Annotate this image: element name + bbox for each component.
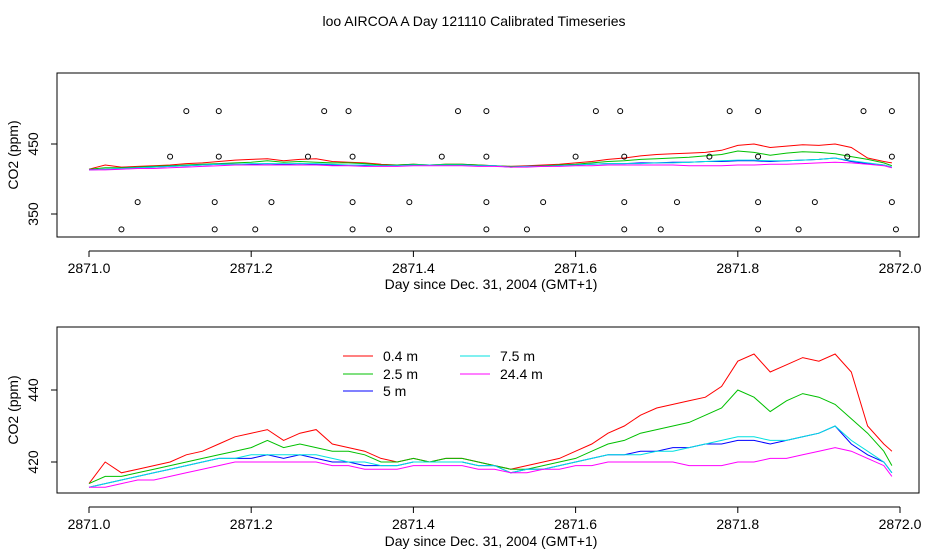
outlier-point [888, 199, 895, 206]
outlier-point [860, 108, 867, 115]
outlier-point [523, 226, 530, 233]
lower-series-0-4-m [88, 353, 893, 484]
outlier-point [268, 199, 275, 206]
outlier-point [483, 226, 490, 233]
outlier-point [755, 226, 762, 233]
lower-series-lines [88, 353, 893, 488]
outlier-point [755, 199, 762, 206]
x-tick-label: 2871.4 [392, 516, 435, 532]
outlier-point [540, 199, 547, 206]
x-tick-label: 2871.8 [716, 260, 759, 276]
legend-label: 0.4 m [383, 348, 418, 364]
outlier-point [406, 199, 413, 206]
upper-y-axis-label: CO2 (ppm) [5, 120, 21, 189]
upper-panel: 2871.0 2871.2 2871.4 2871.6 2871.8 2872.0 350… [5, 72, 922, 292]
outlier-point [888, 108, 895, 115]
outlier-point [483, 108, 490, 115]
outlier-point [795, 226, 802, 233]
legend-label: 7.5 m [500, 348, 535, 364]
outlier-point [888, 153, 895, 160]
outlier-point [617, 108, 624, 115]
x-tick-label: 2871.6 [554, 260, 597, 276]
outlier-point [349, 199, 356, 206]
outlier-point [621, 153, 628, 160]
outlier-point [304, 153, 311, 160]
outlier-point [345, 108, 352, 115]
legend: 0.4 m 2.5 m5 m 7.5 m 24.4 m [343, 348, 543, 399]
lower-x-axis: 2871.0 2871.2 2871.4 2871.6 2871.8 2872.0 [68, 506, 922, 532]
outlier-point [811, 199, 818, 206]
outlier-point [892, 226, 899, 233]
outlier-point [215, 153, 222, 160]
lower-series-7-5-m [88, 425, 893, 488]
outlier-point [386, 226, 393, 233]
outlier-point [755, 108, 762, 115]
x-tick-label: 2872.0 [879, 260, 922, 276]
legend-label: 24.4 m [500, 366, 543, 382]
lower-y-axis: 420 440 [25, 378, 58, 474]
x-tick-label: 2871.2 [230, 260, 273, 276]
legend-label: 5 m [383, 383, 406, 399]
x-tick-label: 2871.6 [554, 516, 597, 532]
lower-panel: 2871.0 2871.2 2871.4 2871.6 2871.8 2872.0 420… [5, 326, 922, 549]
y-tick-label: 350 [25, 202, 41, 226]
figure-title: loo AIRCOA A Day 121110 Calibrated Times… [323, 13, 626, 29]
lower-y-axis-label: CO2 (ppm) [5, 375, 21, 444]
upper-series-lines [88, 143, 893, 171]
outlier-point [706, 153, 713, 160]
outlier-point [215, 108, 222, 115]
outlier-point [321, 108, 328, 115]
outlier-point [755, 153, 762, 160]
x-tick-label: 2871.0 [68, 260, 111, 276]
outlier-point [483, 199, 490, 206]
lower-plot-frame [56, 326, 920, 494]
upper-series-24-4-m [89, 161, 893, 171]
upper-series-7-5-m [88, 157, 893, 171]
outlier-point [167, 153, 174, 160]
upper-y-axis: 350 450 [25, 132, 58, 226]
x-tick-label: 2871.4 [392, 260, 435, 276]
upper-x-axis-label: Day since Dec. 31, 2004 (GMT+1) [385, 276, 598, 292]
outlier-point [592, 108, 599, 115]
outlier-point [657, 226, 664, 233]
outlier-point [455, 108, 462, 115]
outlier-point [438, 153, 445, 160]
y-tick-label: 440 [25, 378, 41, 402]
x-tick-label: 2872.0 [879, 516, 922, 532]
legend-label: 2.5 m [383, 366, 418, 382]
outlier-point [134, 199, 141, 206]
y-tick-label: 450 [25, 132, 41, 156]
upper-outlier-points [118, 108, 899, 233]
outlier-point [844, 153, 851, 160]
lower-x-axis-label: Day since Dec. 31, 2004 (GMT+1) [385, 533, 598, 549]
outlier-point [349, 226, 356, 233]
outlier-point [673, 199, 680, 206]
outlier-point [183, 108, 190, 115]
outlier-point [726, 108, 733, 115]
outlier-point [572, 153, 579, 160]
outlier-point [621, 199, 628, 206]
outlier-point [483, 153, 490, 160]
x-tick-label: 2871.8 [716, 516, 759, 532]
outlier-point [349, 153, 356, 160]
outlier-point [621, 226, 628, 233]
y-tick-label: 420 [25, 450, 41, 474]
upper-x-axis: 2871.0 2871.2 2871.4 2871.6 2871.8 2872.0 [68, 250, 922, 276]
x-tick-label: 2871.2 [230, 516, 273, 532]
lower-series-24-4-m [89, 447, 893, 488]
outlier-point [211, 226, 218, 233]
outlier-point [252, 226, 259, 233]
outlier-point [118, 226, 125, 233]
outlier-point [211, 199, 218, 206]
x-tick-label: 2871.0 [68, 516, 111, 532]
